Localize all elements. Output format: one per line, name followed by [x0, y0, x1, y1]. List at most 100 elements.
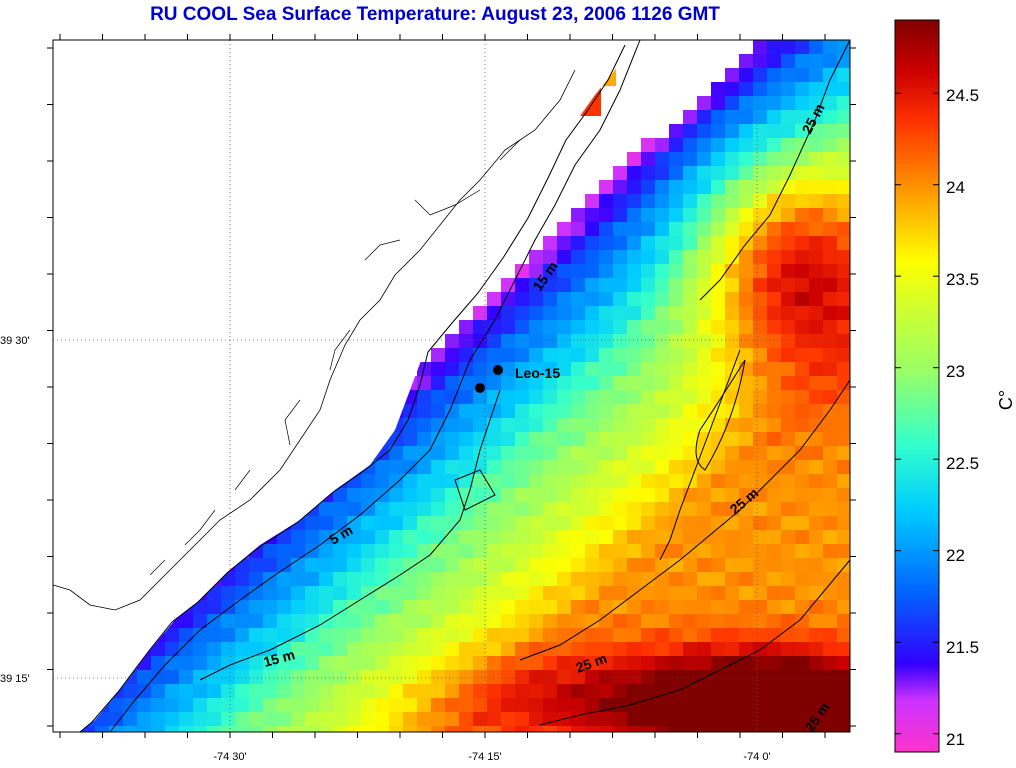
sst-cell: [277, 726, 292, 732]
sst-cell: [529, 460, 544, 475]
sst-cell: [683, 180, 698, 195]
sst-cell: [305, 712, 320, 727]
sst-cell: [655, 418, 670, 433]
sst-cell: [725, 124, 740, 139]
sst-cell: [445, 362, 460, 377]
sst-cell: [277, 642, 292, 657]
sst-cell: [725, 68, 740, 83]
sst-cell: [459, 446, 474, 461]
land-mass: [53, 40, 630, 732]
sst-cell: [557, 222, 572, 237]
sst-cell: [305, 600, 320, 615]
sst-cell: [585, 600, 600, 615]
sst-cell: [823, 684, 838, 699]
sst-cell: [683, 530, 698, 545]
sst-cell: [823, 96, 838, 111]
sst-cell: [711, 684, 726, 699]
sst-cell: [795, 40, 810, 55]
sst-cell: [529, 628, 544, 643]
sst-cell: [417, 460, 432, 475]
sst-cell: [767, 572, 782, 587]
sst-cell: [753, 96, 768, 111]
sst-cell: [739, 418, 754, 433]
sst-cell: [487, 334, 502, 349]
sst-cell: [781, 698, 796, 713]
sst-cell: [655, 180, 670, 195]
sst-cell: [767, 432, 782, 447]
sst-cell: [669, 124, 684, 139]
sst-cell: [221, 586, 236, 601]
frame-ticks: [47, 34, 856, 738]
sst-cell: [655, 320, 670, 335]
sst-cell: [767, 222, 782, 237]
sst-cell: [585, 194, 600, 209]
sst-cell: [529, 600, 544, 615]
sst-cell: [361, 600, 376, 615]
sst-cell: [683, 306, 698, 321]
sst-cell: [795, 628, 810, 643]
sst-cell: [739, 586, 754, 601]
sst-cell: [613, 222, 628, 237]
sst-cell: [809, 264, 824, 279]
sst-cell: [235, 726, 250, 732]
sst-cell: [725, 600, 740, 615]
sst-cell: [739, 460, 754, 475]
sst-cell: [711, 180, 726, 195]
sst-cell: [725, 138, 740, 153]
sst-cell: [389, 600, 404, 615]
sst-cell: [319, 670, 334, 685]
sst-cell: [725, 292, 740, 307]
sst-cell: [753, 600, 768, 615]
sst-cell: [711, 460, 726, 475]
sst-cell: [543, 670, 558, 685]
sst-cell: [753, 530, 768, 545]
sst-cell: [557, 236, 572, 251]
sst-cell: [571, 698, 586, 713]
sst-cell: [781, 194, 796, 209]
sst-cell: [557, 726, 572, 732]
sst-cell: [823, 138, 838, 153]
sst-cell: [641, 572, 656, 587]
sst-cell: [403, 558, 418, 573]
sst-cell: [417, 516, 432, 531]
sst-cell: [473, 572, 488, 587]
sst-cell: [585, 544, 600, 559]
sst-cell: [613, 264, 628, 279]
sst-cell: [585, 362, 600, 377]
sst-cell: [571, 642, 586, 657]
sst-cell: [739, 572, 754, 587]
sst-cell: [781, 502, 796, 517]
station-marker-b[interactable]: [475, 383, 485, 393]
sst-cell: [347, 572, 362, 587]
sst-cell: [235, 586, 250, 601]
sst-cell: [417, 558, 432, 573]
sst-cell: [585, 320, 600, 335]
sst-cell: [347, 670, 362, 685]
sst-cell: [599, 348, 614, 363]
sst-cell: [235, 698, 250, 713]
sst-cell: [529, 530, 544, 545]
sst-cell: [543, 376, 558, 391]
sst-cell: [781, 250, 796, 265]
sst-cell: [207, 656, 222, 671]
sst-cell: [249, 586, 264, 601]
sst-cell: [627, 222, 642, 237]
sst-cell: [445, 390, 460, 405]
station-marker-a[interactable]: [493, 365, 503, 375]
sst-cell: [571, 544, 586, 559]
sst-cell: [515, 278, 530, 293]
sst-cell: [291, 698, 306, 713]
sst-cell: [459, 628, 474, 643]
sst-cell: [837, 40, 850, 55]
sst-cell: [837, 670, 850, 685]
sst-cell: [361, 712, 376, 727]
sst-cell: [389, 628, 404, 643]
sst-cell: [809, 502, 824, 517]
sst-cell: [249, 712, 264, 727]
sst-cell: [445, 726, 460, 732]
sst-cell: [613, 278, 628, 293]
sst-cell: [557, 642, 572, 657]
sst-cell: [599, 404, 614, 419]
sst-cell: [725, 250, 740, 265]
sst-cell: [529, 558, 544, 573]
